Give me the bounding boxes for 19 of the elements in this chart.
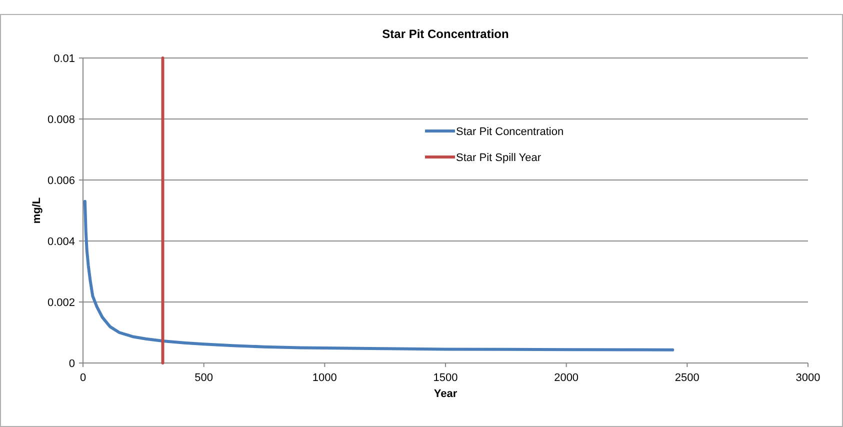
x-axis-title: Year bbox=[434, 388, 458, 400]
chart-title: Star Pit Concentration bbox=[382, 27, 509, 41]
x-tick-label: 0 bbox=[80, 372, 86, 384]
y-tick-label: 0.008 bbox=[47, 114, 75, 126]
legend-label: Star Pit Spill Year bbox=[456, 152, 542, 164]
y-axis-title: mg/L bbox=[31, 197, 43, 224]
x-tick-label: 3000 bbox=[796, 372, 820, 384]
y-tick-label: 0.006 bbox=[47, 175, 75, 187]
y-tick-label: 0 bbox=[68, 358, 75, 370]
legend-label: Star Pit Concentration bbox=[456, 126, 564, 138]
line-series bbox=[83, 200, 674, 352]
y-tick-label: 0.002 bbox=[47, 297, 75, 309]
x-tick-label: 1000 bbox=[312, 372, 337, 384]
x-tick-label: 1500 bbox=[433, 372, 458, 384]
x-tick-label: 2000 bbox=[554, 372, 579, 384]
y-tick-label: 0.004 bbox=[47, 236, 75, 248]
x-tick-label: 500 bbox=[194, 372, 214, 384]
x-tick-label: 2500 bbox=[674, 372, 700, 384]
y-tick-label: 0.01 bbox=[54, 53, 75, 65]
